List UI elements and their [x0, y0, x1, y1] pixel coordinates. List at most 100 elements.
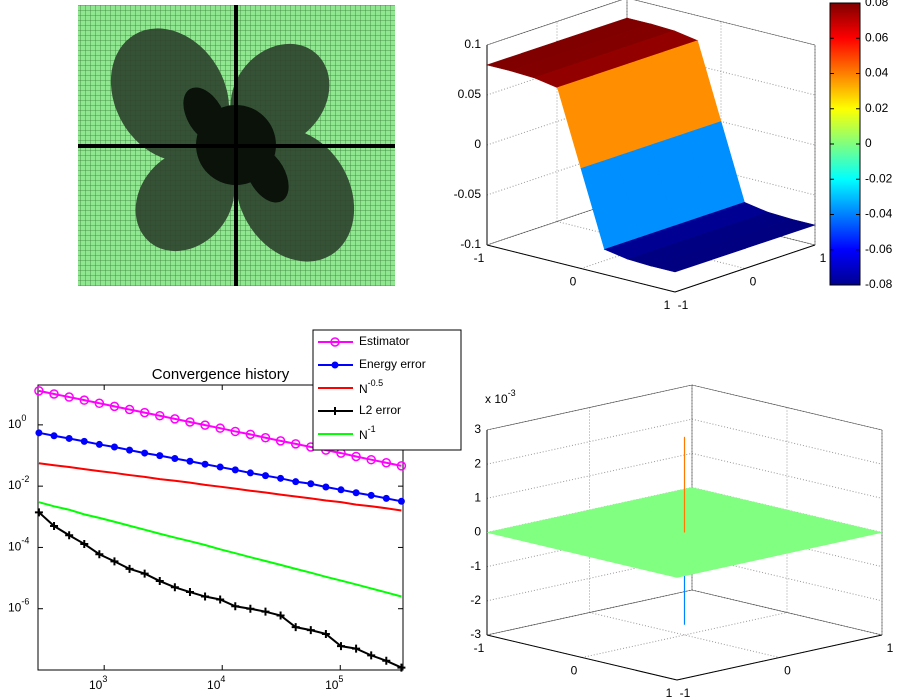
grid-line — [691, 521, 883, 568]
marker — [171, 454, 179, 462]
box-edge — [486, 0, 622, 46]
mesh-axis — [78, 5, 395, 286]
marker — [185, 588, 194, 597]
marker — [275, 436, 286, 446]
marker — [186, 457, 194, 465]
marker — [124, 404, 135, 415]
marker — [231, 602, 240, 611]
legend-label-base: N — [359, 428, 368, 442]
y-tick-label-exponent: -4 — [21, 536, 29, 546]
marker — [231, 466, 239, 474]
z-tick-label: 0.05 — [458, 87, 482, 101]
colorbar-tick-label: -0.06 — [865, 242, 893, 256]
marker — [110, 443, 118, 451]
marker — [367, 491, 375, 499]
legend-marker — [330, 337, 340, 347]
marker — [307, 480, 315, 488]
marker — [382, 494, 390, 502]
marker — [246, 469, 254, 477]
z-tick-label: 0.1 — [464, 37, 481, 51]
box-edge — [691, 589, 883, 636]
marker — [49, 389, 59, 399]
grid-line — [581, 612, 788, 658]
z-tick-label: 1 — [474, 491, 481, 505]
y-tick-label-exponent: 0 — [21, 413, 26, 423]
marker — [125, 564, 134, 573]
marker — [352, 644, 361, 653]
marker — [110, 557, 119, 566]
box-edge — [486, 589, 693, 636]
marker — [34, 508, 43, 517]
colorbar-tick-label: 0.08 — [865, 0, 889, 9]
y-tick-label: 10-4 — [8, 536, 29, 554]
marker — [321, 629, 330, 638]
marker — [201, 592, 210, 601]
series-line — [38, 389, 402, 467]
marker — [65, 434, 73, 442]
marker — [337, 486, 345, 494]
z-tick-label: -0.1 — [460, 237, 481, 251]
legend-label-exponent: -0.5 — [368, 378, 384, 388]
box-edge — [633, 0, 816, 46]
y-tick-label: 10-6 — [8, 597, 29, 615]
colorbar-tick-label: 0.02 — [865, 101, 889, 115]
colorbar-tick-label: 0.04 — [865, 66, 889, 80]
x-tick-label-exponent: 4 — [220, 674, 225, 684]
y-tick-label-exponent: -2 — [21, 475, 29, 485]
marker — [139, 407, 150, 418]
marker — [64, 392, 74, 402]
x-tick-label-exponent: 5 — [338, 674, 343, 684]
marker — [95, 550, 104, 559]
marker — [155, 410, 165, 421]
x-tick-label: 0 — [571, 664, 578, 678]
axis-line — [674, 244, 816, 293]
z-tick-label: 2 — [474, 456, 481, 470]
marker — [261, 607, 270, 616]
legend-marker — [331, 361, 339, 369]
marker — [397, 497, 405, 505]
marker — [382, 656, 391, 665]
x-tick-label-base: 10 — [207, 678, 221, 692]
x-tick-label: -1 — [474, 251, 485, 265]
y-tick-label-base: 10 — [8, 478, 22, 492]
marker — [50, 522, 59, 531]
y-tick-label: -1 — [678, 298, 689, 312]
marker — [245, 429, 256, 440]
marker — [155, 577, 164, 586]
colorbar — [829, 2, 861, 286]
marker — [396, 461, 407, 471]
legend-label: N-1 — [359, 424, 376, 442]
marker — [216, 595, 225, 604]
x-tick-label: 105 — [325, 674, 343, 692]
marker — [292, 478, 300, 486]
z-tick-label: -3 — [470, 627, 481, 641]
z-tick-label: -0.05 — [454, 187, 482, 201]
marker — [215, 423, 225, 433]
grid-line — [691, 452, 883, 499]
z-tick-label: 0 — [474, 525, 481, 539]
marker — [80, 437, 88, 445]
marker — [94, 398, 105, 409]
grid-line — [486, 452, 693, 499]
marker — [261, 472, 269, 480]
legend-label-exponent: -1 — [368, 424, 376, 434]
marker — [336, 642, 345, 651]
grid-line — [486, 418, 693, 465]
marker — [306, 626, 315, 635]
axis-multiplier: x 10-3 — [485, 388, 516, 406]
colorbar-tick-label: -0.04 — [865, 207, 893, 221]
chart-title: Convergence history — [152, 366, 290, 383]
surface-patch — [581, 532, 780, 578]
marker — [322, 483, 330, 491]
y-tick-label-exponent: -6 — [21, 597, 29, 607]
marker — [79, 395, 90, 405]
y-tick-label-base: 10 — [8, 601, 22, 615]
marker — [367, 651, 376, 660]
legend-label: Estimator — [359, 334, 410, 348]
marker — [65, 531, 74, 540]
marker — [381, 458, 392, 468]
marker — [352, 489, 360, 497]
y-tick-label: 0 — [784, 664, 791, 678]
marker — [290, 439, 301, 449]
